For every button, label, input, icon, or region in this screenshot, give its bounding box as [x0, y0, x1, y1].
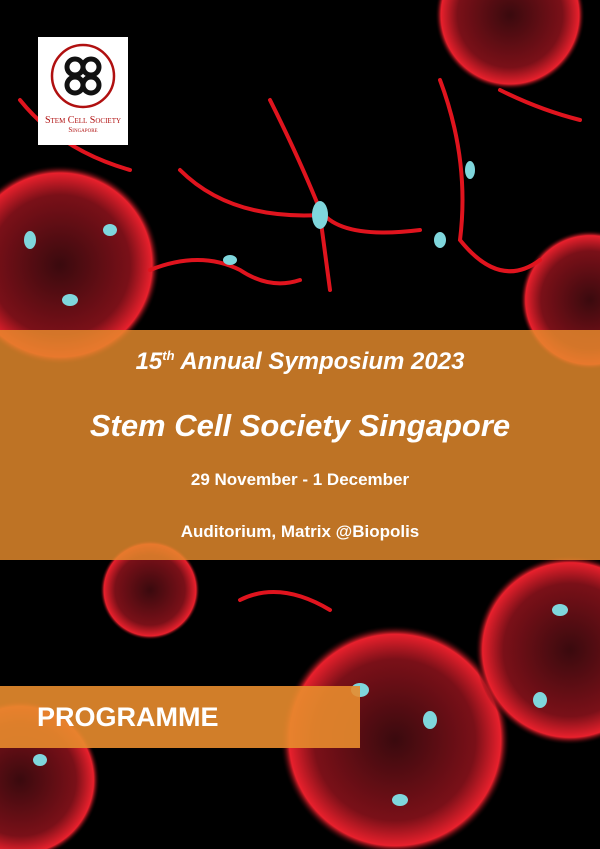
nucleus — [33, 754, 47, 766]
dates: 29 November - 1 December — [190, 470, 410, 489]
logo-loops — [64, 56, 102, 96]
edition: 15th Annual Symposium 2023 — [0, 348, 600, 376]
edition-suffix: th — [162, 348, 175, 363]
filament — [268, 98, 422, 235]
filaments — [18, 78, 582, 612]
edition-number: 15 — [135, 348, 163, 375]
title-band: 15th Annual Symposium 2023 Stem Cell Soc… — [0, 330, 600, 560]
nucleus — [62, 294, 78, 306]
nucleus — [465, 161, 475, 179]
nucleus — [423, 711, 437, 729]
venue: Auditorium, Matrix @Biopolis — [180, 522, 420, 541]
nucleus — [533, 692, 547, 708]
logo-mark — [50, 43, 116, 109]
filament — [238, 590, 332, 612]
nucleus — [434, 232, 446, 248]
logo-country: Singapore — [68, 126, 98, 134]
filament — [178, 168, 332, 292]
nuclei — [24, 161, 568, 806]
nucleus — [312, 201, 328, 229]
cell — [280, 625, 510, 849]
filament — [438, 78, 542, 274]
cell — [100, 540, 200, 640]
logo: Stem Cell Society Singapore — [38, 37, 128, 145]
filament — [498, 88, 582, 122]
logo-ring — [50, 43, 116, 109]
title: Stem Cell Society Singapore — [89, 408, 511, 443]
logo-name: Stem Cell Society — [44, 115, 122, 126]
filament — [148, 258, 302, 286]
edition-text: Annual Symposium 2023 — [180, 348, 465, 375]
programme-label: PROGRAMME — [0, 686, 360, 748]
nucleus — [24, 231, 36, 249]
nucleus — [552, 604, 568, 616]
cell — [475, 555, 600, 745]
nucleus — [223, 255, 237, 265]
nucleus — [392, 794, 408, 806]
cell — [0, 165, 160, 365]
nucleus — [103, 224, 117, 236]
cell — [435, 0, 585, 90]
